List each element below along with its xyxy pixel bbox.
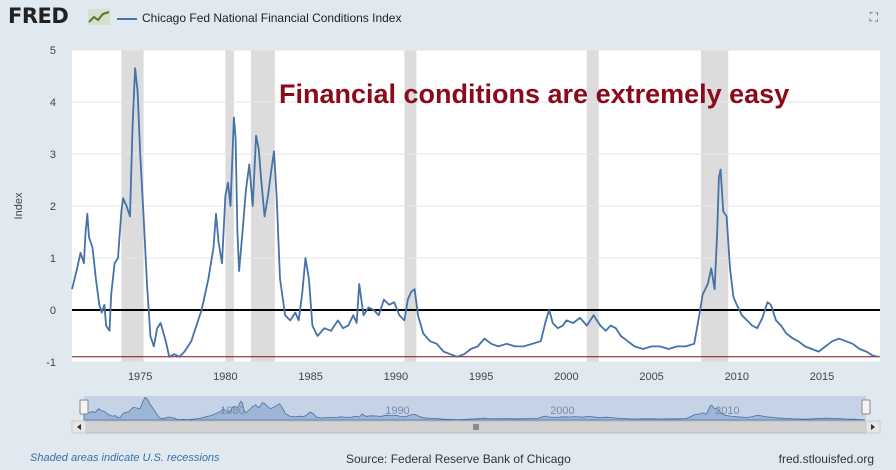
navigator-handle-left[interactable]	[79, 399, 89, 415]
y-axis-label: Index	[13, 192, 25, 219]
series-line[interactable]	[71, 67, 879, 358]
navigator-handle-right[interactable]	[861, 399, 871, 415]
x-tick-label: 1990	[384, 371, 408, 383]
navigator-label: 2000	[550, 405, 574, 417]
fullscreen-icon[interactable]: ⛶	[869, 10, 878, 24]
x-tick-label: 1985	[298, 371, 322, 383]
y-tick-label: 4	[50, 97, 56, 109]
navigator-window[interactable]	[84, 396, 866, 420]
chevron-right-icon[interactable]	[871, 424, 875, 430]
series-legend-line	[117, 18, 137, 20]
source-link[interactable]: fred.stlouisfed.org	[778, 452, 874, 466]
y-tick-label: 0	[50, 305, 56, 317]
y-tick-label: 1	[50, 253, 56, 265]
chart-header: FRED Chicago Fed National Financial Cond…	[0, 0, 896, 40]
y-tick-label: 5	[50, 45, 56, 57]
x-tick-label: 1975	[128, 371, 152, 383]
x-tick-label: 2005	[639, 371, 663, 383]
chart-area: -1 0 1 2 3 4 5 1975 1980 1985 1990 1995 2000 2005 2010…	[13, 45, 881, 434]
source-text: Source: Federal Reserve Bank of Chicago	[346, 452, 571, 466]
y-tick-label: 3	[50, 149, 56, 161]
x-tick-label: 2010	[725, 371, 749, 383]
recession-note: Shaded areas indicate U.S. recessions	[30, 452, 220, 464]
fred-logo[interactable]: FRED	[8, 4, 69, 28]
x-tick-label: 1980	[213, 371, 237, 383]
y-tick-label: -1	[46, 357, 56, 369]
navigator-label: 2010	[715, 405, 739, 417]
x-tick-label: 2015	[810, 371, 834, 383]
navigator-label: 1980	[220, 405, 244, 417]
fred-logo-graph-icon	[88, 9, 110, 25]
navigator-label: 1990	[385, 405, 409, 417]
chevron-left-icon[interactable]	[77, 424, 81, 430]
navigator-series	[83, 396, 865, 421]
y-tick-label: 2	[50, 201, 56, 213]
chart-title[interactable]: Chicago Fed National Financial Condition…	[142, 11, 402, 25]
x-tick-label: 2000	[554, 371, 578, 383]
x-tick-label: 1995	[469, 371, 493, 383]
annotation-text: Financial conditions are extremely easy	[279, 79, 789, 109]
